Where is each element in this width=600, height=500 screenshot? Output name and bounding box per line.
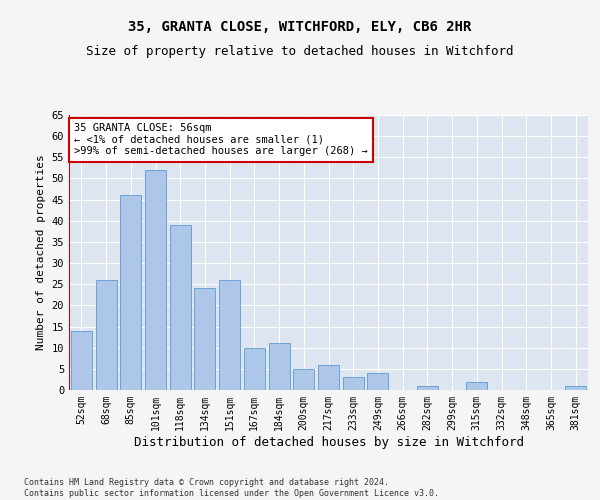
Bar	[565, 386, 586, 390]
Bar	[145, 170, 166, 390]
Y-axis label: Number of detached properties: Number of detached properties	[36, 154, 46, 350]
Bar	[244, 348, 265, 390]
Bar	[71, 331, 92, 390]
Bar	[95, 280, 116, 390]
Bar	[269, 344, 290, 390]
Bar	[466, 382, 487, 390]
Bar	[293, 369, 314, 390]
Bar	[170, 225, 191, 390]
X-axis label: Distribution of detached houses by size in Witchford: Distribution of detached houses by size …	[133, 436, 523, 448]
Bar	[417, 386, 438, 390]
Text: Contains HM Land Registry data © Crown copyright and database right 2024.
Contai: Contains HM Land Registry data © Crown c…	[24, 478, 439, 498]
Bar	[219, 280, 240, 390]
Text: Size of property relative to detached houses in Witchford: Size of property relative to detached ho…	[86, 45, 514, 58]
Text: 35 GRANTA CLOSE: 56sqm
← <1% of detached houses are smaller (1)
>99% of semi-det: 35 GRANTA CLOSE: 56sqm ← <1% of detached…	[74, 123, 368, 156]
Bar	[318, 364, 339, 390]
Bar	[194, 288, 215, 390]
Bar	[367, 373, 388, 390]
Bar	[343, 378, 364, 390]
Text: 35, GRANTA CLOSE, WITCHFORD, ELY, CB6 2HR: 35, GRANTA CLOSE, WITCHFORD, ELY, CB6 2H…	[128, 20, 472, 34]
Bar	[120, 196, 141, 390]
